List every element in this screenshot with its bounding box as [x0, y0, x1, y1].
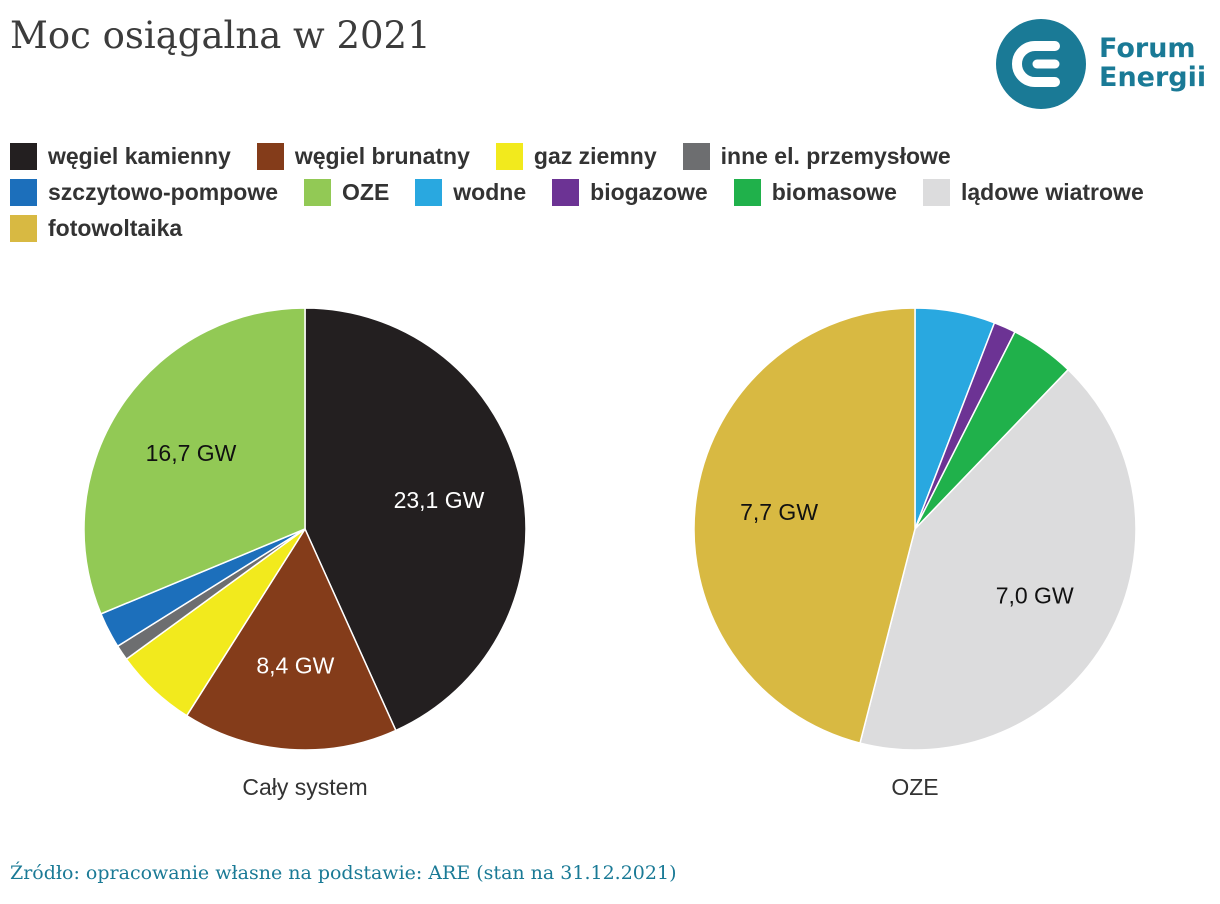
legend-item: biogazowe [552, 179, 708, 206]
legend-swatch [495, 143, 523, 170]
legend-item: szczytowo-pompowe [10, 179, 278, 206]
pie-slice [304, 307, 527, 732]
legend-swatch [552, 179, 580, 206]
pie-slice [83, 307, 306, 615]
chart-title: Moc osiągalna w 2021 [10, 14, 431, 57]
logo-text-forum: Forum [1099, 33, 1196, 64]
pie-data-label: 7,0 GW [996, 583, 1074, 609]
legend-swatch [256, 143, 284, 170]
legend-item: węgiel brunatny [256, 143, 470, 170]
legend-item: fotowoltaika [10, 215, 182, 242]
legend-swatch [733, 179, 761, 206]
pie-data-label: 8,4 GW [256, 653, 334, 679]
pie-chart-1: 23,1 GW 8,4 GW 16,7 GW Cały system [83, 307, 527, 800]
pie-slice [693, 307, 916, 744]
pie-data-label: 7,7 GW [740, 499, 818, 525]
legend-label: biogazowe [590, 179, 708, 205]
legend-label: węgiel brunatny [294, 143, 470, 169]
legend-label: biomasowe [771, 179, 897, 205]
pie-chart-2: 7,0 GW 7,7 GW OZE [693, 307, 1137, 800]
legend-item: węgiel kamienny [10, 143, 231, 170]
legend-item: lądowe wiatrowe [922, 179, 1144, 206]
legend: węgiel kamienny węgiel brunatny gaz ziemny… [10, 143, 1215, 242]
legend-swatch [922, 179, 950, 206]
logo-text-energii: Energii [1099, 62, 1207, 93]
legend-label: szczytowo-pompowe [48, 179, 279, 205]
legend-label: lądowe wiatrowe [960, 179, 1144, 205]
logo-text: Forum Energii [1099, 34, 1206, 92]
legend-label: gaz ziemny [533, 143, 657, 169]
legend-swatch [682, 143, 710, 170]
source-note: Źródło: opracowanie własne na podstawie:… [10, 862, 677, 884]
pie-slice [185, 527, 397, 751]
pie-title: OZE [891, 774, 938, 800]
legend-label: fotowoltaika [48, 215, 183, 241]
legend-swatch [10, 143, 37, 170]
pie-slice [859, 368, 1137, 751]
pie-title: Cały system [242, 774, 367, 800]
legend-item: gaz ziemny [495, 143, 657, 170]
legend-item: biomasowe [733, 179, 897, 206]
forum-energii-logo: Forum Energii [995, 18, 1210, 110]
pie-data-label: 23,1 GW [394, 487, 485, 513]
legend-swatch [10, 215, 37, 242]
legend-label: węgiel kamienny [48, 143, 231, 169]
legend-item: OZE [304, 179, 389, 206]
legend-swatch [304, 179, 332, 206]
legend-swatch [415, 179, 443, 206]
legend-swatch [10, 179, 37, 206]
legend-item: inne el. przemysłowe [682, 143, 951, 170]
legend-item: wodne [415, 179, 526, 206]
legend-label: inne el. przemysłowe [720, 143, 951, 169]
pie-data-label: 16,7 GW [146, 440, 237, 466]
forum-energii-logo-icon [996, 19, 1086, 109]
legend-label: wodne [453, 179, 527, 205]
legend-label: OZE [342, 179, 390, 205]
